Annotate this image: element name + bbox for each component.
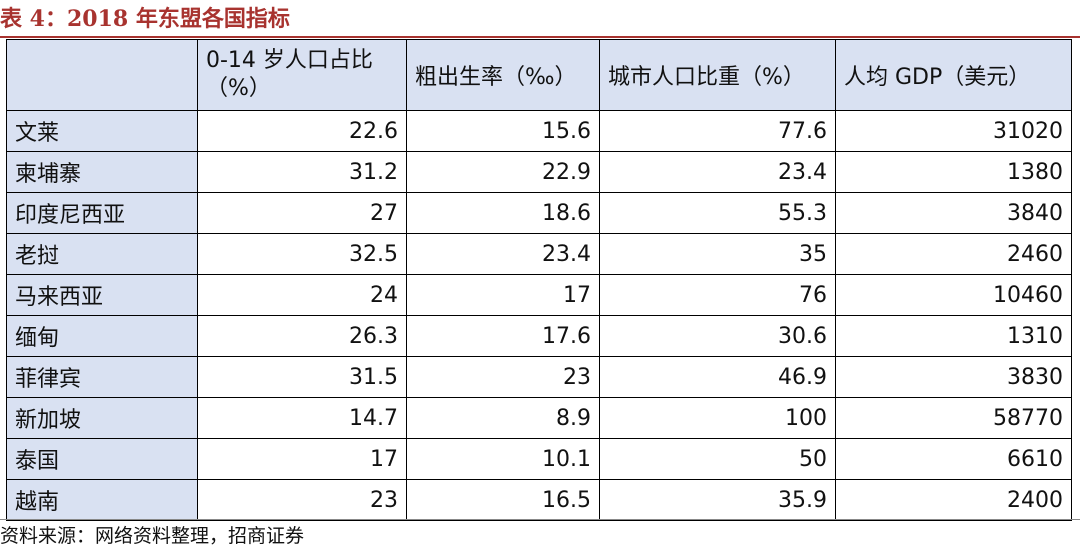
table-row: 缅甸 26.3 17.6 30.6 1310: [6, 315, 1072, 357]
birth-rate-cell: 16.5: [406, 479, 600, 521]
gdp-cell: 1310: [835, 315, 1072, 357]
urban-share-cell: 46.9: [599, 356, 836, 398]
birth-rate-cell: 23: [406, 356, 600, 398]
header-gdp-per-capita: 人均 GDP（美元）: [835, 39, 1072, 111]
table-header-row: 0-14 岁人口占比（%） 粗出生率（‰） 城市人口比重（%） 人均 GDP（美…: [6, 39, 1072, 111]
table-row: 印度尼西亚 27 18.6 55.3 3840: [6, 192, 1072, 234]
urban-share-cell: 23.4: [599, 151, 836, 193]
urban-share-cell: 77.6: [599, 110, 836, 152]
urban-share-cell: 35: [599, 233, 836, 275]
child-share-cell: 26.3: [197, 315, 407, 357]
table-row: 新加坡 14.7 8.9 100 58770: [6, 397, 1072, 439]
birth-rate-cell: 8.9: [406, 397, 600, 439]
table-title: 表 4：2018 年东盟各国指标: [0, 6, 290, 32]
table-row: 柬埔寨 31.2 22.9 23.4 1380: [6, 151, 1072, 193]
urban-share-cell: 35.9: [599, 479, 836, 521]
birth-rate-cell: 23.4: [406, 233, 600, 275]
source-divider: [0, 519, 1080, 520]
child-share-cell: 17: [197, 438, 407, 480]
country-cell: 缅甸: [6, 315, 198, 357]
child-share-cell: 23: [197, 479, 407, 521]
gdp-cell: 10460: [835, 274, 1072, 316]
child-share-cell: 14.7: [197, 397, 407, 439]
header-country: [6, 39, 198, 111]
gdp-cell: 3830: [835, 356, 1072, 398]
country-cell: 菲律宾: [6, 356, 198, 398]
urban-share-cell: 50: [599, 438, 836, 480]
country-cell: 老挝: [6, 233, 198, 275]
child-share-cell: 31.2: [197, 151, 407, 193]
gdp-cell: 3840: [835, 192, 1072, 234]
table-row: 越南 23 16.5 35.9 2400: [6, 479, 1072, 521]
birth-rate-cell: 17: [406, 274, 600, 316]
child-share-cell: 22.6: [197, 110, 407, 152]
birth-rate-cell: 15.6: [406, 110, 600, 152]
table-row: 泰国 17 10.1 50 6610: [6, 438, 1072, 480]
country-cell: 柬埔寨: [6, 151, 198, 193]
source-note: 资料来源：网络资料整理，招商证券: [0, 525, 305, 547]
birth-rate-cell: 18.6: [406, 192, 600, 234]
child-share-cell: 27: [197, 192, 407, 234]
title-divider: [0, 36, 1080, 38]
urban-share-cell: 30.6: [599, 315, 836, 357]
gdp-cell: 2460: [835, 233, 1072, 275]
gdp-cell: 6610: [835, 438, 1072, 480]
country-cell: 印度尼西亚: [6, 192, 198, 234]
country-cell: 泰国: [6, 438, 198, 480]
table-row: 老挝 32.5 23.4 35 2460: [6, 233, 1072, 275]
birth-rate-cell: 17.6: [406, 315, 600, 357]
gdp-cell: 58770: [835, 397, 1072, 439]
gdp-cell: 2400: [835, 479, 1072, 521]
table-row: 马来西亚 24 17 76 10460: [6, 274, 1072, 316]
gdp-cell: 31020: [835, 110, 1072, 152]
birth-rate-cell: 22.9: [406, 151, 600, 193]
country-cell: 马来西亚: [6, 274, 198, 316]
header-child-population-share: 0-14 岁人口占比（%）: [197, 39, 407, 111]
child-share-cell: 31.5: [197, 356, 407, 398]
table-row: 文莱 22.6 15.6 77.6 31020: [6, 110, 1072, 152]
urban-share-cell: 100: [599, 397, 836, 439]
country-cell: 文莱: [6, 110, 198, 152]
gdp-cell: 1380: [835, 151, 1072, 193]
child-share-cell: 24: [197, 274, 407, 316]
country-cell: 新加坡: [6, 397, 198, 439]
urban-share-cell: 55.3: [599, 192, 836, 234]
urban-share-cell: 76: [599, 274, 836, 316]
child-share-cell: 32.5: [197, 233, 407, 275]
country-cell: 越南: [6, 479, 198, 521]
table-row: 菲律宾 31.5 23 46.9 3830: [6, 356, 1072, 398]
asean-indicators-table: 0-14 岁人口占比（%） 粗出生率（‰） 城市人口比重（%） 人均 GDP（美…: [6, 39, 1072, 521]
header-urban-population-share: 城市人口比重（%）: [599, 39, 836, 111]
header-crude-birth-rate: 粗出生率（‰）: [406, 39, 600, 111]
birth-rate-cell: 10.1: [406, 438, 600, 480]
